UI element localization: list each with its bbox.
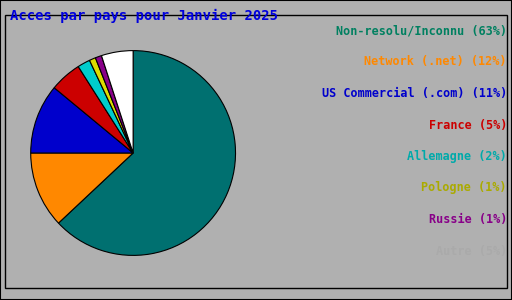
Wedge shape xyxy=(58,51,236,255)
Text: Network (.net) (12%): Network (.net) (12%) xyxy=(365,56,507,68)
Wedge shape xyxy=(90,58,133,153)
Wedge shape xyxy=(54,67,133,153)
Text: Allemagne (2%): Allemagne (2%) xyxy=(407,150,507,163)
Wedge shape xyxy=(101,51,133,153)
Wedge shape xyxy=(95,56,133,153)
Text: Non-resolu/Inconnu (63%): Non-resolu/Inconnu (63%) xyxy=(336,24,507,37)
Text: Acces par pays pour Janvier 2025: Acces par pays pour Janvier 2025 xyxy=(10,9,278,23)
Wedge shape xyxy=(78,60,133,153)
Wedge shape xyxy=(31,88,133,153)
Text: Pologne (1%): Pologne (1%) xyxy=(421,182,507,194)
Text: Russie (1%): Russie (1%) xyxy=(429,213,507,226)
Text: France (5%): France (5%) xyxy=(429,118,507,131)
Text: Autre (5%): Autre (5%) xyxy=(436,244,507,257)
Text: US Commercial (.com) (11%): US Commercial (.com) (11%) xyxy=(322,87,507,100)
Wedge shape xyxy=(31,153,133,223)
